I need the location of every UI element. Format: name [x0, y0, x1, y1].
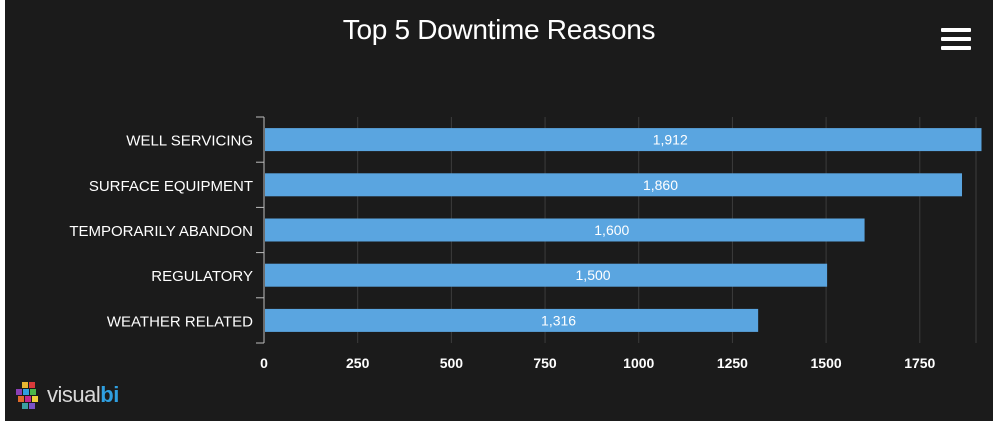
x-tick-label: 1250 — [717, 355, 748, 371]
category-label: WEATHER RELATED — [107, 313, 253, 330]
hamburger-menu-icon[interactable] — [941, 28, 971, 52]
x-tick-label: 500 — [440, 355, 464, 371]
category-label: TEMPORARILY ABANDON — [69, 223, 253, 240]
x-tick-label: 750 — [533, 355, 557, 371]
category-label: SURFACE EQUIPMENT — [89, 178, 253, 195]
data-label: 1,316 — [541, 312, 576, 328]
x-tick-label: 250 — [346, 355, 370, 371]
chart-title: Top 5 Downtime Reasons — [342, 14, 656, 45]
logo-text: visualbi — [47, 382, 119, 407]
x-tick-label: 1750 — [904, 355, 935, 371]
x-tick-label: 0 — [260, 355, 268, 371]
category-label: REGULATORY — [151, 268, 253, 285]
bar — [265, 173, 963, 197]
bar-chart: 1,912 WELL SERVICING 1,860 SURFACE EQUIPMEN… — [69, 116, 982, 371]
x-tick-label: 1500 — [811, 355, 842, 371]
bar — [265, 218, 865, 242]
data-label: 1,500 — [576, 267, 611, 283]
data-label: 1,600 — [594, 222, 629, 238]
bar — [265, 308, 759, 332]
bar — [265, 263, 828, 287]
x-tick-label: 1000 — [623, 355, 654, 371]
cube-logo-icon — [16, 382, 38, 409]
chart-panel: Top 5 Downtime Reasons 1,912 WELL SERVICI… — [3, 0, 995, 421]
data-label: 1,912 — [653, 132, 688, 148]
menu-line — [941, 28, 971, 32]
menu-line — [941, 37, 971, 41]
visualbi-logo: visualbi — [13, 378, 119, 412]
category-label: WELL SERVICING — [126, 133, 253, 150]
menu-line — [941, 46, 971, 50]
data-label: 1,860 — [643, 177, 678, 193]
bar — [265, 128, 982, 152]
